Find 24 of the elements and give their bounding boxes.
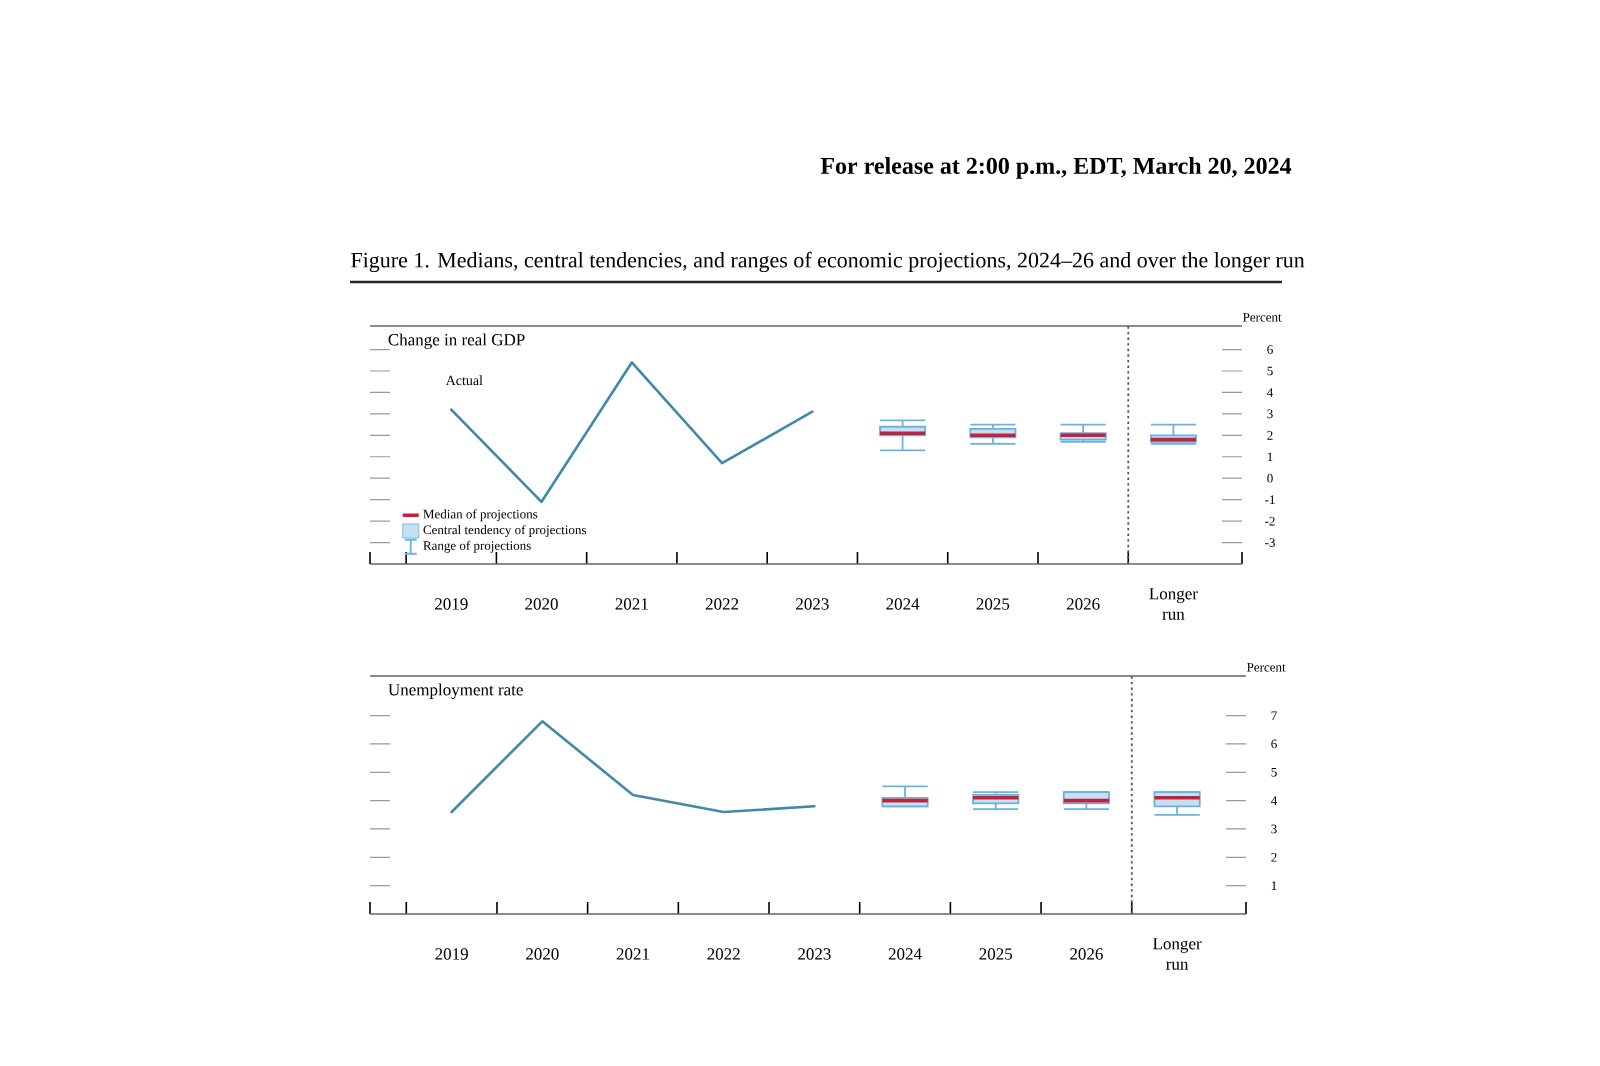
x-tick-label: 2020 (525, 598, 558, 610)
x-tick-label: 2026 (1070, 948, 1103, 960)
x-tick-label: 2022 (707, 948, 740, 960)
x-tick-label: 2021 (616, 948, 649, 960)
x-tick-label: 2025 (976, 598, 1010, 610)
chart-title: Unemployment rate (388, 683, 523, 699)
x-tick-label: 2022 (705, 598, 739, 610)
chart-title: Change in real GDP (388, 333, 525, 349)
x-tick-label: 2023 (796, 598, 829, 610)
x-tick-label: Longer run (1149, 588, 1198, 620)
x-tick-label: Longer run (1153, 938, 1202, 970)
x-tick-label: 2024 (886, 598, 920, 610)
x-tick-label: 2024 (888, 948, 922, 960)
x-tick-label: 2023 (798, 948, 831, 960)
x-tick-label: 2021 (615, 598, 648, 610)
x-tick-label: 2019 (435, 948, 468, 960)
x-tick-label: 2025 (979, 948, 1013, 960)
x-tick-label: 2020 (526, 948, 559, 960)
line-series (450, 720, 816, 814)
x-tick-label: 2019 (435, 598, 468, 610)
line-series (449, 361, 814, 504)
x-tick-label: 2026 (1066, 598, 1100, 610)
text: For release at 2:00 p.m., EDT, March 20, 2024 (820, 157, 1292, 179)
caption: Figure 1. Medians, central tendencies, and ranges of economic projections, 2024–26 and over the longer run (351, 251, 1305, 273)
